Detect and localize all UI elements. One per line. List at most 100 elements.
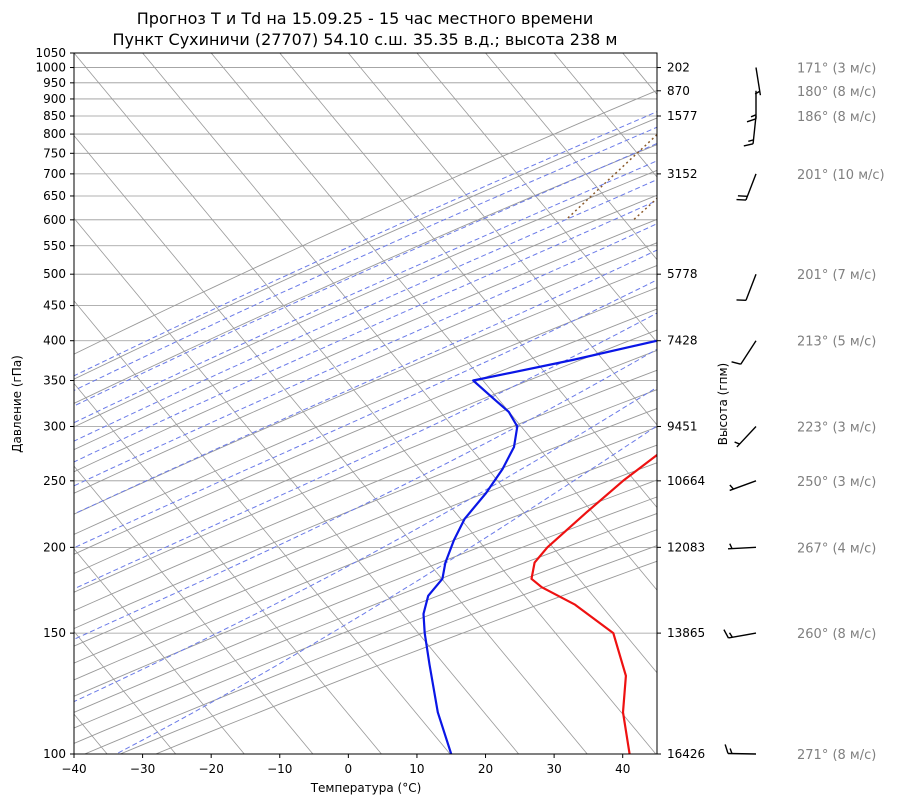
wind-barb-shaft <box>736 426 757 448</box>
x-tick-label: 20 <box>478 762 493 776</box>
x-tick-label: −10 <box>267 762 292 776</box>
x-tick-label: 40 <box>615 762 630 776</box>
wind-barb-flag <box>746 118 757 123</box>
data-lines <box>422 338 657 754</box>
mixing-ratio-line <box>633 197 657 221</box>
mixing-ratio-line <box>881 53 900 220</box>
moist-adiabat-line <box>74 249 657 515</box>
height-tick-label: 202 <box>667 61 690 75</box>
wind-barb-half-flag <box>728 632 733 638</box>
dry-adiabat-line <box>74 444 657 681</box>
dry-adiabat-line <box>74 408 657 647</box>
dry-adiabat-line <box>74 513 657 744</box>
y-tick-label: 850 <box>43 109 66 123</box>
y-tick-label: 500 <box>43 267 66 281</box>
moist-adiabat-line <box>74 279 657 549</box>
x-tick-label: −20 <box>199 762 224 776</box>
x-axis-label: Температура (°C) <box>310 781 422 795</box>
isotherm-line <box>74 300 451 754</box>
isotherm-line <box>348 53 657 426</box>
height-tick-label: 3152 <box>667 167 698 181</box>
height-tick-label: 13865 <box>667 626 705 640</box>
dry-adiabat-line <box>74 369 657 612</box>
wind-barb-shaft <box>755 67 762 96</box>
wind-label: 201° (10 м/с) <box>797 168 885 183</box>
wind-barb-shaft <box>728 546 757 550</box>
wind-label: 213° (5 м/с) <box>797 335 876 350</box>
y-tick-label: 800 <box>43 127 66 141</box>
height-axis-label: Высота (гпм) <box>716 363 730 445</box>
axis-ticks: −40 −30 −20 −10 0 10 20 30 40 100 150 200 250 300 350 4… <box>35 46 705 776</box>
wind-label: 180° (8 м/с) <box>797 85 876 100</box>
y-tick-label: 700 <box>43 167 66 181</box>
y-tick-label: 550 <box>43 239 66 253</box>
wind-barb-shaft <box>745 273 757 301</box>
wind-barb-flag <box>724 744 729 754</box>
y-tick-label: 150 <box>43 626 66 640</box>
height-tick-label: 10664 <box>667 474 705 488</box>
wind-barb-shaft <box>740 340 757 365</box>
wind-barb-half-flag <box>750 114 757 118</box>
y-tick-label: 950 <box>43 76 66 90</box>
moist-adiabat-line <box>74 223 657 487</box>
x-tick-label: −30 <box>130 762 155 776</box>
wind-barb-shaft <box>745 173 757 201</box>
wind-label: 223° (3 м/с) <box>797 420 876 435</box>
isotherm-line <box>142 53 657 674</box>
plot-frame <box>73 52 658 755</box>
mixing-ratio-line <box>565 133 657 221</box>
y-axis-label: Давление (гПа) <box>10 355 24 453</box>
dry-adiabat-line <box>74 462 657 697</box>
height-tick-label: 870 <box>667 84 690 98</box>
y-tick-label: 100 <box>43 747 66 761</box>
y-tick-label: 1000 <box>35 61 66 75</box>
wind-barb-flag <box>743 143 754 147</box>
dry-adiabat-line <box>74 218 657 473</box>
mixing-ratio-line <box>769 53 900 220</box>
y-tick-label: 900 <box>43 92 66 106</box>
isotherm-line <box>210 53 657 591</box>
height-tick-label: 1577 <box>667 109 698 123</box>
isotherm-line <box>74 382 382 754</box>
moist-adiabat-line <box>74 111 657 377</box>
chart-title: Прогноз T и Td на 15.09.25 - 15 час мест… <box>137 9 593 28</box>
dry-adiabat-line <box>74 479 657 713</box>
dry-adiabat-line <box>74 89 657 355</box>
background-lines <box>74 53 900 754</box>
wind-label: 267° (4 м/с) <box>797 541 876 556</box>
moist-adiabat-line <box>74 142 657 407</box>
dewpoint-profile-line <box>422 338 657 754</box>
height-tick-label: 7428 <box>667 334 698 348</box>
x-tick-label: 0 <box>345 762 353 776</box>
mixing-ratio-line <box>724 53 900 220</box>
isotherm-line <box>74 465 314 754</box>
dry-adiabat-line <box>74 242 657 494</box>
wind-label: 271° (8 м/с) <box>797 748 876 763</box>
dry-adiabat-line <box>74 265 657 515</box>
isotherm-line <box>74 548 245 754</box>
wind-barb-half-flag <box>754 90 761 95</box>
moist-adiabat-line <box>74 199 657 463</box>
mixing-ratio-line <box>689 53 876 220</box>
wind-profile: 271° (8 м/с) 260° (8 м/с) 267° (4 м/с) 250°… <box>723 62 885 763</box>
dry-adiabat-line <box>74 308 657 555</box>
y-tick-label: 1050 <box>35 46 66 60</box>
isotherm-line <box>74 217 519 754</box>
y-tick-label: 750 <box>43 146 66 160</box>
x-tick-label: 10 <box>409 762 424 776</box>
dry-adiabat-line <box>84 529 657 754</box>
height-tick-label: 16426 <box>667 747 705 761</box>
y-tick-label: 400 <box>43 334 66 348</box>
moist-adiabat-line <box>74 312 657 590</box>
wind-barb-shaft <box>728 632 757 639</box>
y-tick-label: 350 <box>43 374 66 388</box>
y-tick-label: 450 <box>43 299 66 313</box>
dry-adiabat-line <box>74 287 657 535</box>
wind-barb-flag <box>731 361 741 365</box>
wind-label: 250° (3 м/с) <box>797 475 876 490</box>
wind-barb-half-flag <box>729 543 733 549</box>
height-tick-label: 9451 <box>667 419 698 433</box>
y-tick-label: 250 <box>43 474 66 488</box>
moist-adiabat-line <box>115 425 657 754</box>
